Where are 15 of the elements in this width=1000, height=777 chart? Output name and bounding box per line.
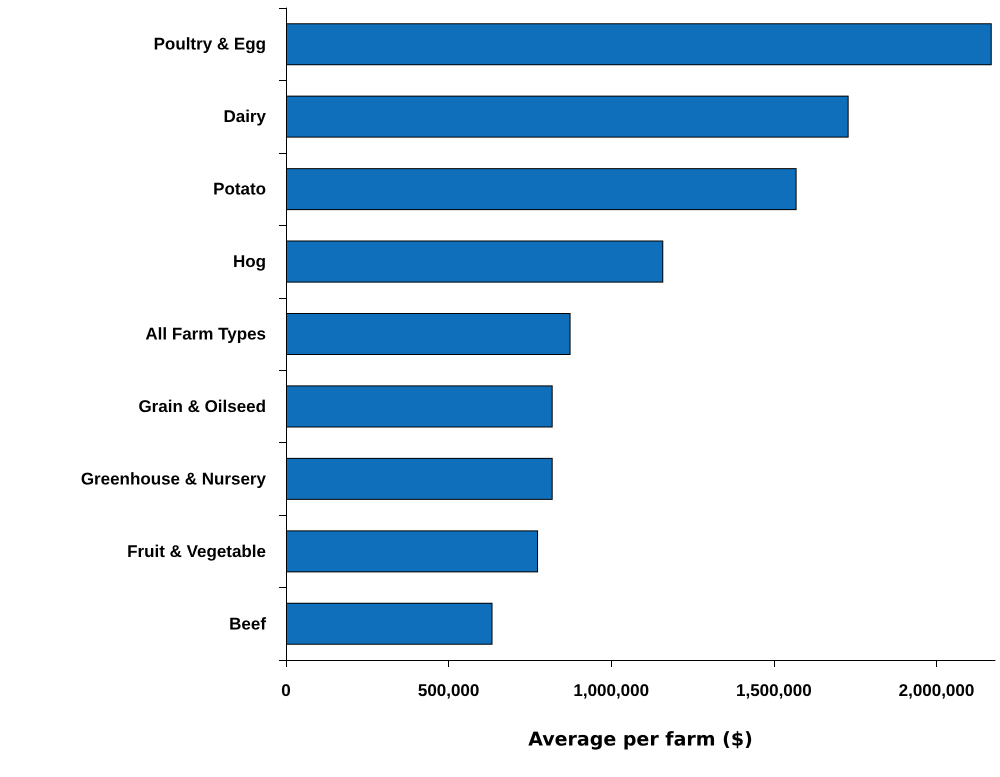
x-tick-label: 0: [281, 681, 291, 700]
x-tick-label: 2,000,000: [898, 681, 974, 700]
y-tick-label: Fruit & Vegetable: [127, 542, 266, 561]
y-tick-label: Grain & Oilseed: [138, 396, 266, 416]
x-tick-label: 500,000: [418, 681, 480, 700]
y-tick-label: Potato: [213, 180, 266, 199]
y-tick-label: Beef: [229, 614, 266, 634]
y-tick-label: Greenhouse & Nursery: [80, 469, 267, 488]
x-tick-label: 1,500,000: [736, 681, 812, 700]
y-tick-label: Dairy: [223, 107, 267, 126]
x-tick-label: 1,000,000: [573, 681, 650, 700]
y-tick-label: Hog: [232, 252, 266, 272]
y-tick-label: Poultry & Egg: [154, 34, 266, 54]
x-axis-title: Average per farm ($): [528, 728, 753, 750]
y-tick-label: All Farm Types: [145, 324, 266, 344]
